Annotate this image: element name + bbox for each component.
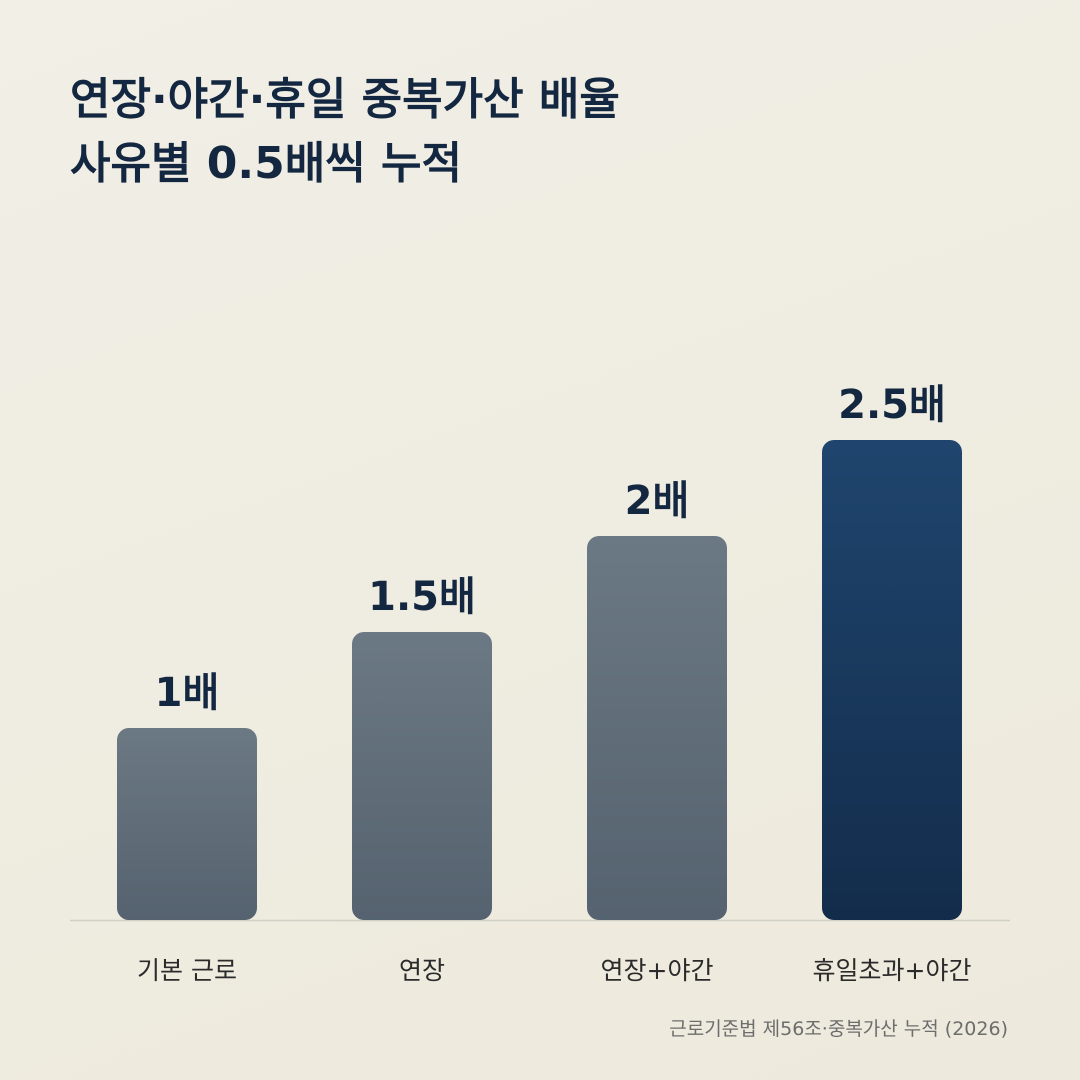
data-label-4: 2.5배 — [838, 382, 946, 428]
data-label-1: 1배 — [155, 670, 220, 716]
title-line-2: 사유별 0.5배씩 누적 — [70, 138, 462, 189]
category-label-4: 휴일초과+야간 — [813, 956, 972, 985]
bar-4 — [822, 440, 962, 920]
bar-3 — [587, 536, 727, 920]
page-title: 연장·야간·휴일 중복가산 배율 사유별 0.5배씩 누적 — [70, 68, 970, 196]
data-label-3: 2배 — [625, 478, 690, 524]
bar-1 — [117, 728, 257, 920]
category-label-1: 기본 근로 — [137, 956, 237, 985]
data-label-2: 1.5배 — [368, 574, 476, 620]
bar-2 — [352, 632, 492, 920]
title-line-1: 연장·야간·휴일 중복가산 배율 — [70, 74, 620, 125]
category-label-2: 연장 — [399, 956, 445, 985]
source-note: 근로기준법 제56조·중복가산 누적 (2026) — [669, 1018, 1008, 1040]
category-label-3: 연장+야간 — [601, 956, 714, 985]
